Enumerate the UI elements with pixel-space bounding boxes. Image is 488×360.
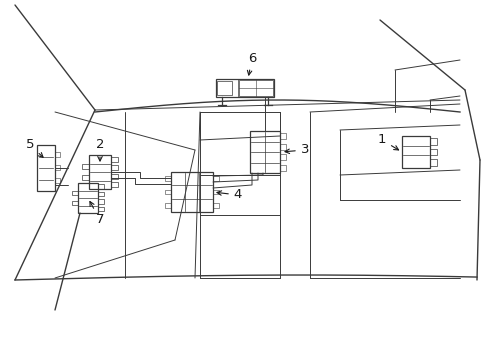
Bar [280,133,285,139]
Bar [98,207,104,211]
Bar [401,136,429,168]
Text: 4: 4 [217,189,242,202]
Bar [55,165,61,170]
Bar [72,201,78,205]
Bar [249,131,280,173]
Bar [280,154,285,161]
Bar [164,176,171,181]
Bar [429,149,436,155]
Bar [239,80,272,96]
Bar [98,184,104,189]
Bar [213,176,219,181]
Bar [216,79,273,97]
Bar [55,178,61,183]
Bar [37,145,55,191]
Text: 2: 2 [96,139,104,161]
Text: 5: 5 [26,139,43,157]
Text: 1: 1 [377,134,398,150]
Bar [280,165,285,171]
Text: 6: 6 [247,51,256,75]
Text: 7: 7 [90,202,104,226]
Bar [111,174,117,179]
Bar [213,190,219,194]
Bar [280,144,285,150]
Bar [429,159,436,166]
Bar [111,157,117,162]
Bar [82,164,89,169]
Bar [55,152,61,157]
Bar [429,138,436,144]
Bar [111,165,117,170]
Text: 3: 3 [285,144,308,157]
Bar [98,199,104,204]
Bar [164,190,171,194]
Bar [98,192,104,197]
Bar [171,172,213,212]
Bar [82,175,89,180]
Bar [89,155,111,189]
Bar [217,81,232,95]
Bar [78,183,98,213]
Bar [164,203,171,208]
Bar [213,203,219,208]
Bar [111,182,117,187]
Bar [72,191,78,195]
